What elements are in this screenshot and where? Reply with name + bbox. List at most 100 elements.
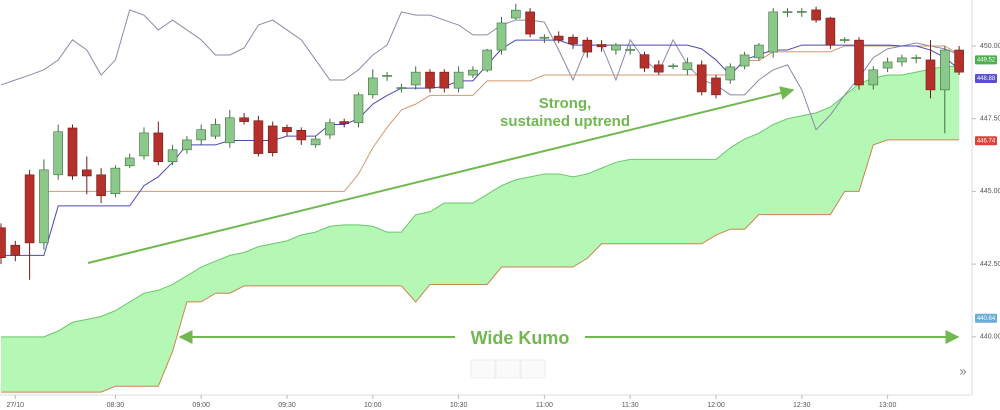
price-tag-label: 446.74 bbox=[977, 138, 996, 144]
x-tick-label: 09:30 bbox=[278, 402, 296, 409]
candle-body bbox=[396, 87, 407, 89]
x-tick-label: 11:30 bbox=[622, 402, 639, 409]
price-tag-label: 440.64 bbox=[977, 316, 996, 322]
candle-body bbox=[768, 11, 779, 53]
candle-body bbox=[39, 169, 49, 244]
nav-button[interactable] bbox=[495, 359, 521, 379]
candle-body bbox=[82, 169, 92, 177]
price-tag bbox=[975, 313, 997, 323]
candle-body bbox=[253, 120, 264, 154]
candle-body bbox=[496, 22, 507, 51]
candle-body bbox=[539, 36, 550, 39]
y-tick-label: 440.00 bbox=[980, 334, 1000, 341]
price-tag bbox=[975, 74, 997, 84]
candle-body bbox=[453, 71, 464, 89]
x-tick-label: 27/10 bbox=[7, 402, 25, 409]
annotation: Strong, bbox=[539, 95, 592, 112]
trend-arrow bbox=[87, 86, 795, 264]
x-tick-label: 12:00 bbox=[707, 402, 725, 409]
candle-body bbox=[339, 121, 350, 124]
candle-body bbox=[24, 174, 35, 244]
candle-body bbox=[296, 130, 307, 141]
senkou-b bbox=[1, 139, 960, 393]
candle-body bbox=[711, 77, 721, 96]
y-tick-label: 450.00 bbox=[980, 43, 1000, 50]
candle-body bbox=[67, 127, 78, 177]
candle-body bbox=[110, 167, 121, 195]
candle-body bbox=[382, 75, 392, 77]
price-tag bbox=[975, 55, 997, 65]
nav-button[interactable] bbox=[520, 359, 546, 379]
candle-body bbox=[725, 66, 736, 81]
price-tag-label: 448.88 bbox=[977, 76, 996, 82]
senkou-a bbox=[1, 65, 960, 338]
candle-body bbox=[782, 11, 793, 13]
candle-body bbox=[124, 157, 135, 167]
candle-body bbox=[153, 132, 164, 163]
candle-body bbox=[611, 44, 621, 51]
candle-body bbox=[625, 49, 636, 51]
annotation-bg bbox=[455, 326, 585, 350]
candle-body bbox=[582, 39, 593, 53]
candle-body bbox=[668, 65, 678, 68]
x-tick-label: 09:00 bbox=[192, 402, 210, 409]
x-tick-label: 10:30 bbox=[450, 402, 468, 409]
candle-body bbox=[811, 9, 821, 21]
candle-body bbox=[954, 49, 964, 73]
candle-body bbox=[754, 44, 764, 59]
candle-body bbox=[482, 49, 493, 71]
candle-body bbox=[353, 94, 364, 124]
indicator-line bbox=[43, 45, 960, 192]
x-tick-label: 10:00 bbox=[364, 402, 382, 409]
candle-body bbox=[182, 139, 192, 151]
candle-body bbox=[897, 57, 907, 63]
candle-body bbox=[939, 49, 950, 91]
candle-body bbox=[425, 71, 435, 89]
candle-body bbox=[210, 124, 221, 137]
candle-body bbox=[367, 77, 378, 96]
candle-body bbox=[653, 64, 664, 73]
candle-body bbox=[925, 59, 936, 91]
candle-body bbox=[139, 132, 149, 157]
candle-body bbox=[96, 174, 106, 197]
candle-body bbox=[468, 69, 478, 76]
candle-body bbox=[682, 62, 693, 71]
plot-area bbox=[0, 3, 964, 393]
price-tag bbox=[975, 136, 997, 146]
scroll-button[interactable]: » bbox=[959, 363, 966, 378]
candle-body bbox=[696, 64, 707, 93]
candle-body bbox=[310, 138, 321, 146]
candle-body bbox=[239, 117, 249, 122]
candle-body bbox=[10, 244, 21, 256]
candle-body bbox=[510, 9, 521, 19]
nav-button[interactable] bbox=[470, 359, 496, 379]
candle-body bbox=[854, 39, 864, 86]
candle-body bbox=[825, 17, 836, 46]
candle-body bbox=[639, 54, 650, 69]
candle-body bbox=[568, 36, 578, 45]
y-tick-label: 442.50 bbox=[980, 261, 1000, 268]
candle-body bbox=[882, 61, 893, 69]
candle-body bbox=[868, 69, 879, 86]
candle-body bbox=[596, 44, 607, 48]
candle-body bbox=[553, 35, 564, 41]
x-tick-label: 11:00 bbox=[536, 402, 553, 409]
candle-body bbox=[439, 71, 450, 89]
candle-body bbox=[525, 11, 535, 35]
x-tick-label: 08:30 bbox=[107, 402, 125, 409]
candle-body bbox=[0, 227, 6, 259]
x-tick-label: 13:00 bbox=[879, 402, 897, 409]
candle-body bbox=[196, 129, 206, 141]
candle-body bbox=[225, 117, 235, 144]
indicator-line bbox=[1, 39, 960, 256]
candle-body bbox=[167, 149, 178, 163]
candle-body bbox=[796, 11, 807, 13]
y-tick-label: 445.00 bbox=[980, 188, 1000, 195]
candle-body bbox=[53, 131, 64, 176]
candle-body bbox=[410, 71, 421, 86]
y-tick-label: 447.50 bbox=[980, 116, 1000, 123]
price-tag-label: 449.52 bbox=[977, 57, 996, 63]
candle-body bbox=[282, 127, 292, 133]
